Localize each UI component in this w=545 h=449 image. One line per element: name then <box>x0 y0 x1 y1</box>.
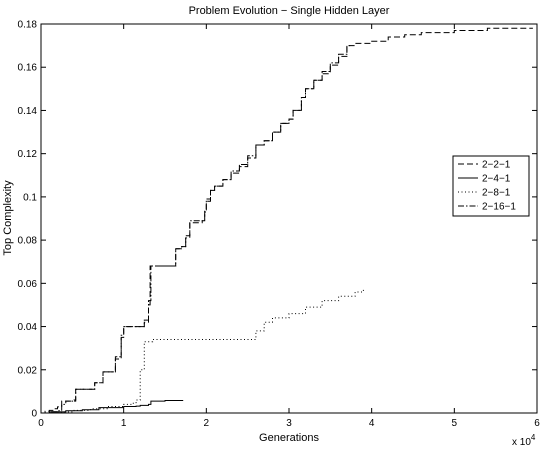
x-tick-label: 1 <box>121 418 127 429</box>
y-tick-label: 0.02 <box>18 365 38 376</box>
y-tick-label: 0.12 <box>18 149 38 160</box>
x-tick-label: 4 <box>369 418 375 429</box>
y-tick-label: 0.06 <box>18 279 38 290</box>
legend-label: 2−16−1 <box>482 202 516 213</box>
y-tick-label: 0.1 <box>23 192 37 203</box>
x-multiplier-base: x 10 <box>512 437 531 448</box>
legend-label: 2−4−1 <box>482 174 511 185</box>
x-tick-label: 5 <box>452 418 458 429</box>
series-line-0 <box>41 27 533 414</box>
series-line-1 <box>41 400 184 414</box>
y-axis: 0 0.02 0.04 0.06 0.08 0.1 0.12 0.14 0.16 0.18 <box>18 20 537 420</box>
x-tick-label: 2 <box>204 418 210 429</box>
x-multiplier-exponent: 4 <box>531 433 536 442</box>
x-axis: 0 1 2 3 4 5 6 <box>38 24 540 429</box>
x-tick-label: 3 <box>286 418 292 429</box>
x-multiplier: x 104 <box>512 433 536 448</box>
y-axis-label: Top Complexity <box>2 180 14 256</box>
x-tick-label: 6 <box>534 418 540 429</box>
plot-area-frame <box>40 23 538 414</box>
y-tick-label: 0.18 <box>18 20 38 31</box>
y-tick-label: 0.08 <box>18 236 38 247</box>
x-tick-label: 0 <box>38 418 44 429</box>
chart-title: Problem Evolution − Single Hidden Layer <box>189 5 390 17</box>
y-tick-label: 0.16 <box>18 63 38 74</box>
legend-label: 2−8−1 <box>482 188 511 199</box>
series-line-3 <box>41 45 351 414</box>
y-tick-label: 0.04 <box>18 322 38 333</box>
series-layer <box>41 27 533 414</box>
legend-label: 2−2−1 <box>482 160 511 171</box>
legend-box <box>452 155 530 217</box>
series-line-2 <box>41 289 364 414</box>
y-tick-label: 0 <box>31 409 37 420</box>
legend: 2−2−1 2−4−1 2−8−1 2−16−1 <box>452 155 530 217</box>
x-axis-label: Generations <box>259 432 319 444</box>
y-tick-label: 0.14 <box>18 106 38 117</box>
